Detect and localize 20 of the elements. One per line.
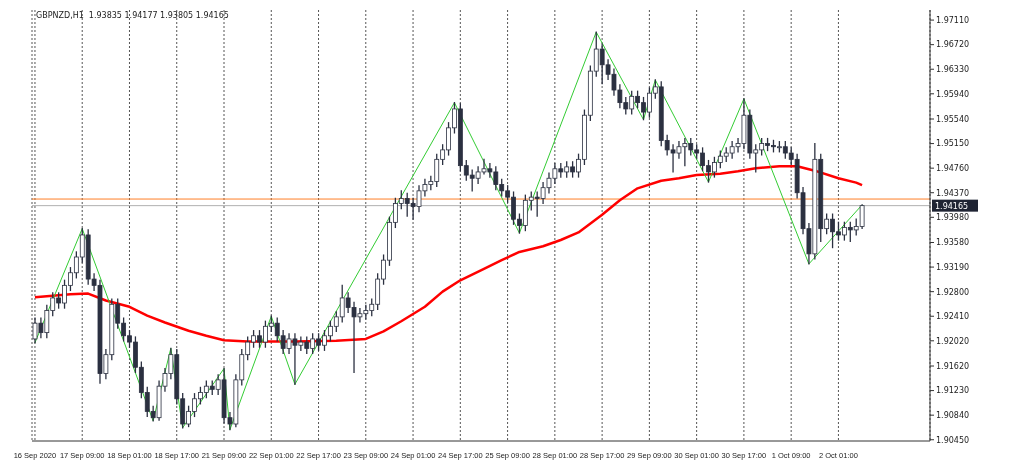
y-tick-label: 1.96720 xyxy=(936,40,970,50)
y-tick-label: 1.92020 xyxy=(936,336,970,346)
y-tick-label: 1.90840 xyxy=(936,411,970,421)
y-tick-label: 1.97110 xyxy=(936,15,970,25)
chart-title: GBPNZD,H1 1.93835 1.94177 1.93805 1.94165 xyxy=(36,11,229,20)
y-tick-label: 1.93980 xyxy=(936,213,970,223)
y-tick-label: 1.96330 xyxy=(936,65,970,75)
y-tick-label: 1.90450 xyxy=(936,435,970,445)
y-tick-label: 1.93580 xyxy=(936,238,970,248)
y-tick-label: 1.93190 xyxy=(936,262,970,272)
y-tick-label: 1.95940 xyxy=(936,89,970,99)
y-tick-label: 1.91620 xyxy=(936,361,970,371)
y-tick-label: 1.94370 xyxy=(936,188,970,198)
y-tick-label: 1.94760 xyxy=(936,164,970,173)
y-tick-label: 1.95150 xyxy=(936,139,970,149)
y-tick-label: 1.92410 xyxy=(936,312,970,322)
y-tick-label: 1.92800 xyxy=(936,287,970,297)
y-tick-label: 1.95540 xyxy=(936,114,970,124)
ref-line-label: 1.94165 xyxy=(935,201,969,211)
y-tick-label: 1.91230 xyxy=(936,386,970,396)
